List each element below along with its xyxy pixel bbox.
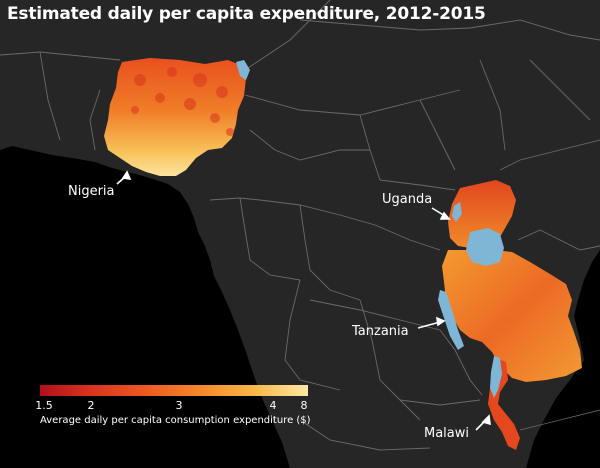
lake-chad — [236, 60, 250, 80]
label-malawi: Malawi — [424, 426, 470, 441]
label-uganda: Uganda — [382, 192, 433, 207]
indian-ocean — [526, 250, 600, 468]
legend-tick-3: 3 — [175, 399, 183, 412]
uganda-region — [448, 180, 516, 248]
legend-tick-8: 8 — [300, 399, 308, 412]
label-nigeria: Nigeria — [68, 184, 115, 199]
legend-caption: Average daily per capita consumption exp… — [40, 415, 311, 426]
nigeria-region — [104, 58, 246, 176]
lake-malawi — [490, 356, 502, 398]
country-borders — [0, 0, 600, 451]
color-scale-bar — [40, 385, 308, 396]
lake-albert — [452, 202, 462, 222]
lake-tanganyika — [438, 290, 464, 350]
legend-tick-1-5: 1.5 — [35, 399, 53, 412]
label-arrows — [116, 170, 491, 431]
map-title: Estimated daily per capita expenditure, … — [7, 4, 486, 24]
legend-tick-4: 4 — [269, 399, 277, 412]
tanzania-region — [442, 250, 582, 382]
legend-tick-2: 2 — [87, 399, 95, 412]
label-tanzania: Tanzania — [352, 324, 409, 339]
lake-victoria — [466, 228, 504, 266]
nigeria-texture — [131, 67, 234, 136]
color-legend: 1.5 2 3 4 8 Average daily per capita con… — [35, 385, 325, 435]
